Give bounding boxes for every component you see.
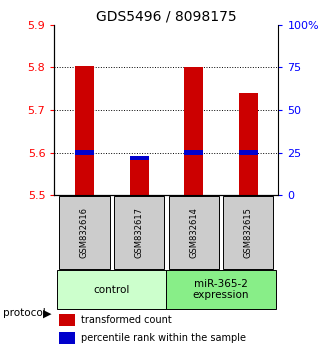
FancyBboxPatch shape [166, 270, 276, 309]
FancyBboxPatch shape [223, 196, 274, 269]
Text: protocol: protocol [3, 308, 46, 318]
Bar [239, 93, 258, 195]
Text: GSM832617: GSM832617 [135, 207, 144, 258]
Bar [184, 150, 203, 155]
Text: percentile rank within the sample: percentile rank within the sample [81, 333, 246, 343]
FancyBboxPatch shape [59, 196, 109, 269]
Text: transformed count: transformed count [81, 315, 172, 325]
Text: miR-365-2
expression: miR-365-2 expression [193, 279, 249, 301]
Text: GSM832616: GSM832616 [80, 207, 89, 258]
Bar [75, 66, 94, 195]
Title: GDS5496 / 8098175: GDS5496 / 8098175 [96, 10, 237, 24]
Bar [75, 150, 94, 155]
FancyBboxPatch shape [114, 196, 164, 269]
Text: control: control [93, 285, 130, 295]
Text: ▶: ▶ [43, 308, 52, 318]
Text: GSM832615: GSM832615 [244, 207, 253, 258]
FancyBboxPatch shape [169, 196, 219, 269]
Bar [239, 150, 258, 155]
FancyBboxPatch shape [57, 270, 166, 309]
Bar [130, 155, 149, 160]
Text: GSM832614: GSM832614 [189, 207, 198, 258]
Bar [130, 159, 149, 195]
Bar [184, 67, 203, 195]
Bar [59, 314, 75, 326]
Bar [59, 332, 75, 344]
